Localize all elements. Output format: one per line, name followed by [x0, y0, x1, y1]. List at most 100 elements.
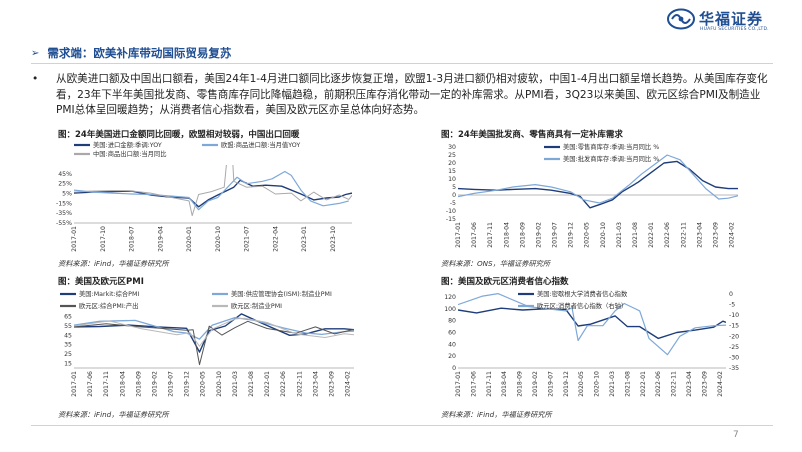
xtick-label: 2020-10: [216, 371, 223, 397]
series-line-3: [74, 165, 352, 217]
chart-1-us-eu-cn-trade: 45% 25% 5% -15% -35% -55%2017-01 2017-10 2018-0…: [56, 140, 352, 252]
chart-3-pmi: 65 55 45 35 25 15 2017-01 2017-06 2017-11 2018-04…: [60, 289, 354, 397]
series-line-3: [74, 320, 354, 366]
ytick-label: 5: [452, 184, 456, 191]
ytick-label: -35%: [56, 210, 72, 217]
xtick-label: 2020-05: [200, 371, 207, 397]
ytick-label: 35: [64, 342, 72, 349]
ytick-label: 65: [64, 314, 72, 321]
xtick-label: 2019-12: [184, 371, 191, 397]
section-title: 需求端：欧美补库带动国际贸易复苏: [47, 46, 232, 60]
chart-1-title: 图：24年美国进口金额同比回暖，欧盟相对较弱，中国出口回暖: [58, 130, 300, 140]
xtick-label: 2023-09: [328, 371, 335, 397]
xtick-label: 2020-05: [584, 222, 591, 248]
ytick-label: 20: [448, 353, 456, 360]
xtick-label: 2020-10: [600, 222, 607, 248]
xtick-label: 2018-04: [119, 371, 126, 397]
xtick-label: 2018-04: [503, 222, 510, 248]
footer-divider: [31, 425, 773, 426]
legend-label: 美国:密歇根大学消费者信心指数: [537, 289, 628, 298]
legend-label: 美国:供应管理协会(ISM):制造业PMI: [231, 289, 332, 298]
y2tick-label: -5: [729, 302, 735, 309]
xtick-label: 2017-01: [455, 371, 462, 397]
header-divider: [31, 63, 773, 64]
xtick-label: 2022-11: [296, 371, 303, 397]
legend-label: 欧元区:消费者信心指数（右轴）: [537, 301, 627, 310]
y2tick-label: -10: [729, 312, 739, 319]
xtick-label: 2019-07: [547, 371, 554, 397]
y2tick-label: -35: [729, 365, 739, 372]
xtick-label: 2018-09: [135, 371, 142, 397]
xtick-label: 2018-04: [501, 371, 508, 397]
series-line-2: [74, 170, 349, 211]
xtick-label: 2019-12: [568, 222, 575, 248]
xtick-label: 2023-04: [686, 371, 693, 397]
ytick-label: -15: [446, 216, 456, 223]
xtick-label: 2022-11: [671, 371, 678, 397]
xtick-label: 2021-03: [232, 371, 239, 397]
xtick-label: 2019-02: [151, 371, 158, 397]
xtick-label: 2023-04: [312, 371, 319, 397]
xtick-label: 2022-06: [655, 371, 662, 397]
xtick-label: 2021-07: [244, 226, 251, 252]
legend-label: 欧元区:综合PMI:产出: [79, 301, 138, 310]
ytick-label: 20: [448, 160, 456, 167]
ytick-label: 25: [448, 152, 456, 159]
xtick-label: 2017-01: [71, 371, 78, 397]
chart-2-title: 图：24年美国批发商、零售商具有一定补库需求: [441, 130, 623, 140]
summary-bullet: • 从欧美进口额及中国出口额看，美国24年1-4月进口额同比逐步恢复正增，欧盟1…: [32, 72, 771, 119]
ytick-label: 15: [448, 168, 456, 175]
chart-2-source: 资料来源：ONS，华福证券研究所: [441, 259, 551, 268]
ytick-label: 45: [64, 332, 72, 339]
series-line-1: [458, 307, 726, 340]
chart-3-title: 图：美国及欧元区PMI: [58, 277, 144, 287]
xtick-label: 2023-09: [712, 222, 719, 248]
xtick-label: 2022-01: [640, 371, 647, 397]
xtick-label: 2021-08: [248, 371, 255, 397]
ytick-label: 100: [444, 306, 456, 313]
legend-label: 美国:Markit:综合PMI: [79, 289, 139, 298]
xtick-label: 2017-10: [100, 226, 107, 252]
xtick-label: 2022-01: [264, 371, 271, 397]
legend-label: 中国:商品出口额:当月同比: [93, 149, 167, 158]
xtick-label: 2020-10: [594, 371, 601, 397]
y2tick-label: -20: [729, 333, 739, 340]
xtick-label: 2023-04: [696, 222, 703, 248]
ytick-label: 45%: [58, 171, 72, 178]
chart-4-consumer-confidence: 120 100 80 60 40 20 0 0 -5 -10 -15 -20 -25 -30 -35 2017…: [444, 289, 739, 397]
xtick-label: 2024-02: [729, 222, 736, 248]
legend-label: 美国:进口金额:季调:YOY: [93, 140, 162, 149]
xtick-label: 2017-11: [487, 222, 494, 248]
series-line-4: [74, 317, 354, 347]
brand-name-en: HUAFU SECURITIES CO.,LTD.: [700, 27, 769, 32]
xtick-label: 2022-06: [280, 371, 287, 397]
chart-3-source: 资料来源：iFind，华福证券研究所: [58, 410, 169, 419]
series-line-2: [74, 316, 354, 340]
xtick-label: 2023-09: [701, 371, 708, 397]
xtick-label: 2018-09: [519, 222, 526, 248]
ytick-label: 0: [452, 192, 456, 199]
ytick-label: 15: [64, 360, 72, 367]
ytick-label: 25%: [58, 181, 72, 188]
xtick-label: 2023-01: [301, 226, 308, 252]
xtick-label: 2017-01: [455, 222, 462, 248]
ytick-label: 10: [448, 176, 456, 183]
ytick-label: -15%: [56, 200, 72, 207]
ytick-label: 60: [448, 329, 456, 336]
ytick-label: -55%: [56, 220, 72, 227]
brand-name-cn: 华福证券: [699, 10, 764, 28]
y2tick-label: 0: [729, 291, 733, 298]
xtick-label: 2022-11: [680, 222, 687, 248]
chart-4-title: 图：美国及欧元区消费者信心指数: [441, 277, 569, 287]
xtick-label: 2022-01: [648, 222, 655, 248]
xtick-label: 2020-01: [186, 226, 193, 252]
ytick-label: 40: [448, 341, 456, 348]
ytick-label: -5: [450, 200, 456, 207]
xtick-label: 2018-09: [517, 371, 524, 397]
section-header: ➢ 需求端：欧美补库带动国际贸易复苏: [31, 45, 231, 61]
ytick-label: 80: [448, 318, 456, 325]
xtick-label: 2019-02: [535, 222, 542, 248]
page-number: 7: [733, 430, 739, 440]
xtick-label: 2021-08: [624, 371, 631, 397]
